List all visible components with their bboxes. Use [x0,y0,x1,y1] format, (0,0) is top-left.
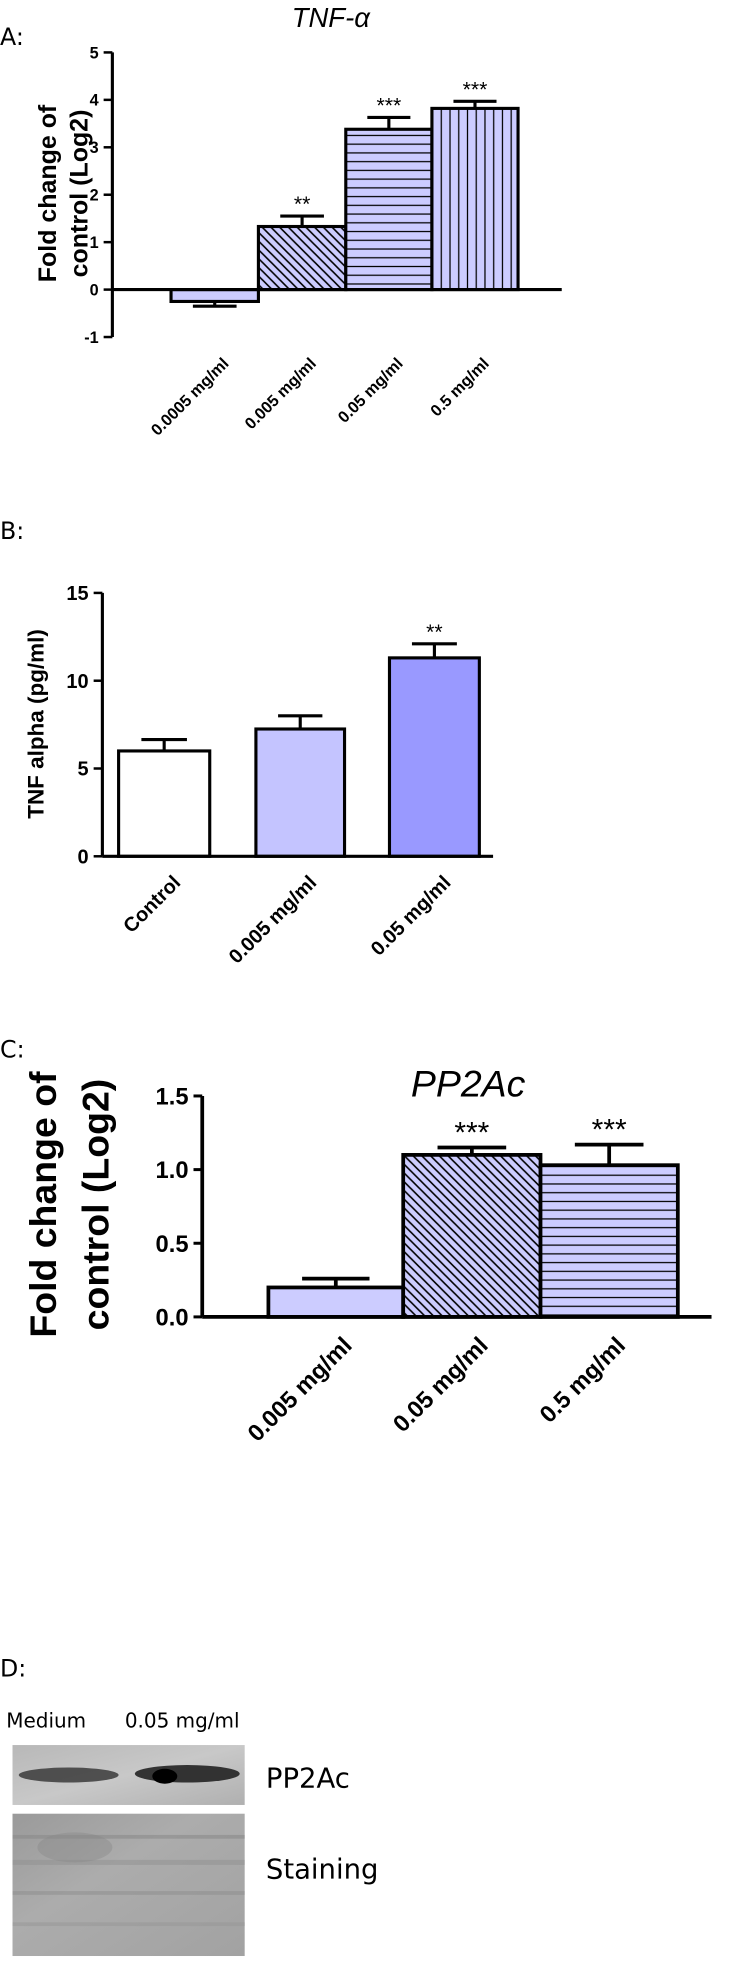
significance-label: *** [454,1117,489,1150]
y-axis-label: Fold change of [34,104,62,282]
chart-title: PP2Ac [411,1063,526,1105]
bar [256,224,348,292]
y-tick-label: 0 [90,281,99,299]
bar [344,127,434,292]
bar [254,727,347,858]
x-tick-label: 0.5 mg/ml [535,1333,631,1429]
significance-label: *** [463,78,488,101]
bar [169,288,260,304]
bar [430,106,520,292]
significance-label: ** [426,621,443,644]
significance-label: ** [294,193,311,216]
y-tick-label: 3 [90,139,99,157]
x-tick-label: 0.005 mg/ml [225,872,321,968]
x-tick-label: 0.0005 mg/ml [148,355,233,440]
y-tick-label: 5 [90,44,99,62]
x-tick-label: 0.5 mg/ml [427,355,493,421]
bar [266,1285,406,1319]
x-tick-label: Control [119,872,185,938]
x-tick-label: 0.05 mg/ml [335,355,407,427]
lane-label: Medium [6,1709,86,1733]
y-tick-label: 1.0 [156,1158,189,1184]
panel-label: A: [0,23,24,51]
bar [401,1153,543,1319]
x-tick-label: 0.005 mg/ml [243,1333,357,1447]
panel-label: D: [0,1654,26,1682]
x-tick-label: 0.05 mg/ml [389,1333,494,1438]
y-tick-label: -1 [84,329,98,347]
y-tick-label: 2 [90,187,99,205]
panel-label: B: [0,517,24,545]
y-axis-label: control (Log2) [65,110,93,278]
row-label: Staining [266,1855,379,1886]
lane-label: 0.05 mg/ml [125,1709,240,1733]
y-tick-label: 0.0 [156,1305,189,1331]
y-tick-label: 4 [90,92,99,110]
y-axis-label: Fold change of [22,1071,64,1338]
panel-label: C: [0,1035,25,1063]
x-tick-label: 0.05 mg/ml [367,872,456,961]
y-tick-label: 1 [90,234,99,252]
significance-label: *** [592,1114,627,1147]
bar [538,1163,680,1319]
y-tick-label: 15 [66,583,88,605]
significance-label: *** [376,94,401,117]
bar [117,749,212,858]
chart-title: TNF-α [292,2,372,33]
y-tick-label: 0 [78,846,89,868]
y-tick-label: 5 [78,759,89,781]
bar [387,656,481,858]
y-axis-label: TNF alpha (pg/ml) [24,629,49,819]
row-label: PP2Ac [266,1763,350,1794]
blot-image [12,1745,245,1957]
y-axis-label: control (Log2) [75,1079,117,1331]
y-tick-label: 0.5 [156,1232,189,1258]
y-tick-label: 10 [66,671,88,693]
y-tick-label: 1.5 [156,1085,189,1111]
x-tick-label: 0.005 mg/ml [242,355,320,433]
